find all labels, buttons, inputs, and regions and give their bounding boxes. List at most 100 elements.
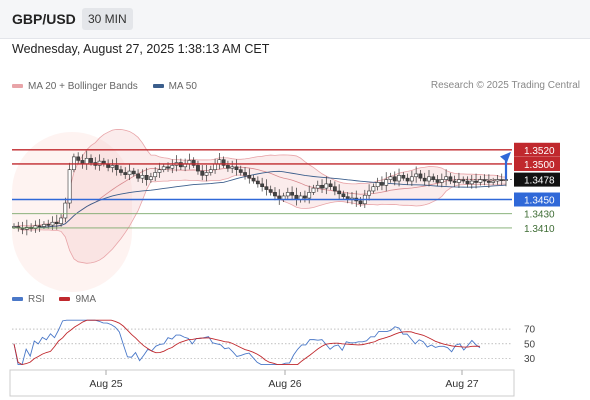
candle-body bbox=[33, 225, 38, 229]
candle-body bbox=[409, 176, 414, 182]
candle-body bbox=[495, 179, 500, 182]
candle-body bbox=[405, 177, 410, 182]
legend-label-ma20: MA 20 + Bollinger Bands bbox=[28, 80, 138, 92]
candle-body bbox=[54, 221, 59, 224]
candle-body bbox=[285, 192, 290, 197]
candle-body bbox=[221, 159, 226, 166]
candle-body bbox=[311, 187, 316, 193]
timeframe-button[interactable]: 30 MIN bbox=[82, 8, 133, 30]
candle-body bbox=[260, 183, 265, 188]
candle-body bbox=[119, 169, 123, 173]
candle-body bbox=[431, 176, 436, 180]
candle-body bbox=[149, 176, 153, 180]
candle-body bbox=[439, 179, 444, 183]
forecast-arrow-head bbox=[500, 151, 511, 163]
research-credit: Research © 2025 Trading Central bbox=[430, 80, 580, 91]
legend-label-9ma: 9MA bbox=[75, 293, 97, 305]
bollinger-lower-line bbox=[13, 174, 507, 264]
candle-body bbox=[380, 182, 384, 186]
candle-body bbox=[401, 175, 406, 179]
legend-swatch-ma20 bbox=[12, 84, 23, 88]
candle-body bbox=[337, 190, 342, 195]
candle-body bbox=[371, 186, 376, 192]
candle-body bbox=[397, 175, 401, 182]
rsi-tick-label: 30 bbox=[524, 354, 536, 365]
level-label-1-3450: 1.3450 bbox=[524, 196, 555, 207]
candle-body bbox=[114, 165, 119, 170]
candle-body bbox=[341, 193, 346, 197]
candle-body bbox=[444, 176, 449, 180]
candle-body bbox=[157, 169, 162, 173]
candle-body bbox=[46, 224, 51, 226]
candle-body bbox=[303, 195, 307, 199]
candle-body bbox=[191, 160, 196, 166]
level-tag-1-3500 bbox=[514, 156, 560, 171]
candle-body bbox=[328, 183, 333, 188]
legend-label-rsi: RSI bbox=[28, 293, 45, 305]
level-label-1-3500: 1.3500 bbox=[524, 160, 555, 171]
candle-body bbox=[226, 165, 230, 169]
legend-label-ma50: MA 50 bbox=[168, 80, 197, 92]
candle-body bbox=[170, 165, 175, 169]
candle-body bbox=[127, 170, 132, 175]
candle-body bbox=[123, 172, 128, 175]
candle-body bbox=[307, 192, 312, 199]
candle-body bbox=[324, 183, 329, 189]
level-tag-1-3478 bbox=[514, 172, 560, 187]
candle-body bbox=[392, 176, 397, 182]
main-legend: MA 20 + Bollinger Bands MA 50 bbox=[12, 80, 209, 92]
candle-body bbox=[161, 166, 166, 170]
candle-body bbox=[499, 179, 504, 181]
candle-body bbox=[491, 180, 496, 183]
candle-body bbox=[67, 169, 72, 204]
x-tick-label: Aug 26 bbox=[268, 378, 301, 390]
candle-body bbox=[427, 176, 431, 182]
candle-body bbox=[37, 225, 42, 228]
candle-body bbox=[136, 173, 140, 179]
candle-body bbox=[89, 157, 93, 163]
candle-body bbox=[196, 165, 200, 172]
candle-body bbox=[12, 226, 16, 228]
chart-header: GBP/USD 30 MIN bbox=[0, 0, 590, 39]
candle-body bbox=[469, 180, 474, 185]
candle-body bbox=[76, 156, 81, 161]
candle-body bbox=[320, 184, 324, 189]
candle-body bbox=[208, 169, 213, 173]
candle-body bbox=[153, 172, 158, 178]
rsi-legend: RSI 9MA bbox=[12, 293, 108, 305]
bollinger-upper-line bbox=[13, 128, 507, 227]
rsi-9ma-line bbox=[13, 319, 481, 365]
candle-body bbox=[478, 179, 483, 183]
candle-body bbox=[290, 192, 294, 196]
candle-body bbox=[63, 202, 68, 219]
legend-item-9ma: 9MA bbox=[59, 294, 96, 305]
candle-body bbox=[418, 173, 423, 179]
background-wash bbox=[12, 132, 132, 292]
candle-body bbox=[234, 166, 239, 170]
candle-body bbox=[273, 192, 277, 197]
candle-body bbox=[200, 170, 205, 176]
level-label-1-3410: 1.3410 bbox=[524, 224, 555, 235]
candle-body bbox=[230, 166, 235, 169]
candle-body bbox=[315, 184, 320, 189]
candle-body bbox=[131, 170, 136, 175]
x-axis-frame bbox=[9, 369, 515, 397]
candle-body bbox=[144, 175, 149, 180]
candle-body bbox=[457, 179, 461, 183]
x-tick-label: Aug 25 bbox=[89, 378, 122, 390]
rsi-tick-label: 50 bbox=[524, 339, 536, 350]
candle-body bbox=[140, 175, 145, 179]
candle-body bbox=[474, 180, 478, 183]
candle-body bbox=[268, 189, 273, 193]
candle-body bbox=[435, 179, 440, 183]
legend-item-ma50: MA 50 bbox=[152, 80, 197, 92]
candle-body bbox=[238, 169, 243, 173]
candle-body bbox=[384, 179, 389, 186]
candle-body bbox=[243, 172, 247, 176]
legend-swatch-ma50 bbox=[152, 84, 164, 88]
legend-item-ma20: MA 20 + Bollinger Bands bbox=[12, 81, 138, 92]
rsi-line bbox=[13, 319, 481, 365]
candle-body bbox=[213, 163, 217, 170]
candle-body bbox=[486, 180, 491, 183]
